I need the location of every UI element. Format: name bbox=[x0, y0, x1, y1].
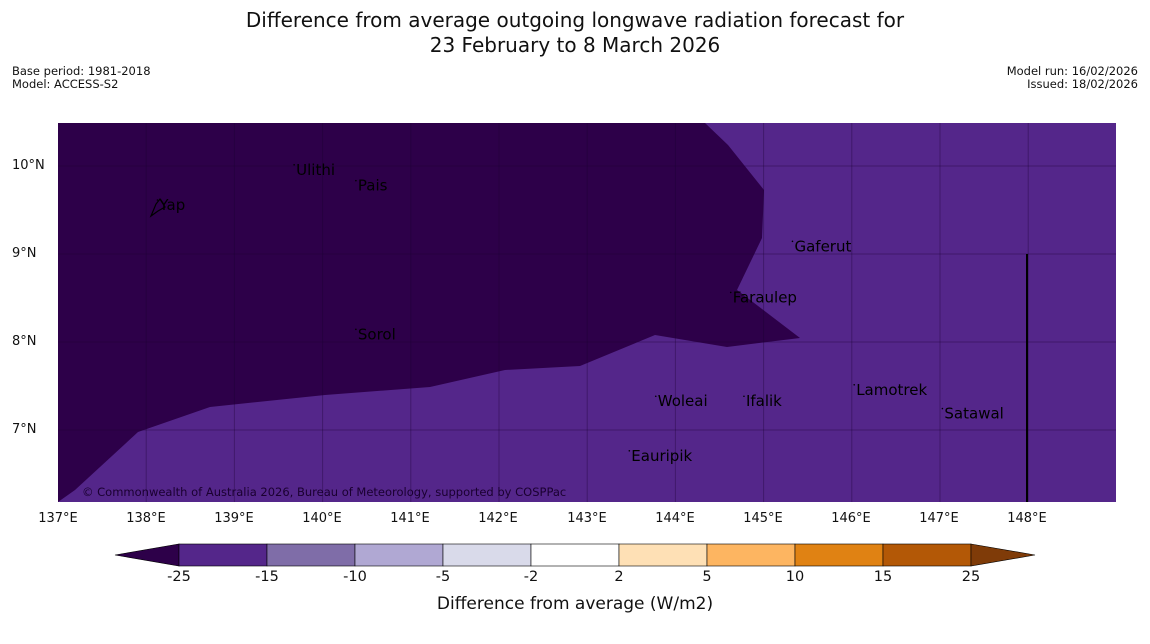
copyright-text: © Commonwealth of Australia 2026, Bureau… bbox=[82, 485, 566, 499]
colorbar-extend-low bbox=[114, 543, 180, 567]
place-labels: Ulithi Pais Yap Gaferut Faraulep Sorol Woleai I… bbox=[156, 161, 1004, 465]
issued-date: Issued: 18/02/2026 bbox=[1027, 77, 1138, 91]
place-label: Yap bbox=[158, 196, 185, 214]
place-label: Lamotrek bbox=[856, 381, 927, 399]
place-label: Pais bbox=[358, 177, 388, 195]
colorbar-tick: -15 bbox=[255, 569, 279, 585]
lon-label-148: 148°E bbox=[1007, 511, 1047, 526]
place-marker bbox=[355, 179, 357, 182]
map-title: Difference from average outgoing longwav… bbox=[0, 8, 1150, 58]
place-label: Eauripik bbox=[631, 447, 692, 465]
place-marker bbox=[628, 450, 631, 452]
lat-label-9: 9°N bbox=[12, 246, 37, 261]
base-period: Base period: 1981-2018 bbox=[12, 64, 151, 78]
model-name: Model: ACCESS-S2 bbox=[12, 77, 119, 91]
colorbar-tick: -5 bbox=[435, 569, 451, 585]
lon-label-147: 147°E bbox=[919, 511, 959, 526]
place-marker bbox=[791, 240, 794, 243]
place-label: Faraulep bbox=[733, 288, 797, 306]
place-marker bbox=[355, 328, 357, 331]
place-marker bbox=[853, 384, 856, 386]
colorbar-swatch bbox=[794, 543, 884, 567]
lon-label-143: 143°E bbox=[567, 511, 607, 526]
place-label: Satawal bbox=[944, 405, 1003, 423]
title-line-2: 23 February to 8 March 2026 bbox=[429, 33, 721, 57]
colorbar-tick: 5 bbox=[702, 569, 712, 585]
lon-label-146: 146°E bbox=[831, 511, 871, 526]
colorbar-swatch bbox=[706, 543, 796, 567]
colorbar-tick: 15 bbox=[873, 569, 893, 585]
lon-label-137: 137°E bbox=[38, 511, 78, 526]
colorbar-swatch bbox=[354, 543, 444, 567]
lon-label-145: 145°E bbox=[743, 511, 783, 526]
meta-right: Model run: 16/02/2026 Issued: 18/02/2026 bbox=[1007, 65, 1138, 91]
colorbar-tick: -25 bbox=[167, 569, 191, 585]
place-label: Gaferut bbox=[794, 237, 851, 255]
lon-label-140: 140°E bbox=[302, 511, 342, 526]
graticule bbox=[58, 123, 1116, 502]
colorbar-swatch bbox=[618, 543, 708, 567]
model-run: Model run: 16/02/2026 bbox=[1006, 64, 1138, 78]
colorbar bbox=[114, 543, 1036, 567]
lat-label-8: 8°N bbox=[12, 334, 37, 349]
colorbar-tick: -10 bbox=[343, 569, 367, 585]
place-label: Ulithi bbox=[296, 161, 335, 179]
lon-label-141: 141°E bbox=[390, 511, 430, 526]
colorbar-swatch bbox=[882, 543, 972, 567]
strong-negative-region bbox=[58, 123, 800, 502]
colorbar-swatch bbox=[266, 543, 356, 567]
place-marker bbox=[941, 407, 944, 410]
lon-label-138: 138°E bbox=[126, 511, 166, 526]
lon-label-142: 142°E bbox=[478, 511, 518, 526]
title-line-1: Difference from average outgoing longwav… bbox=[245, 8, 905, 32]
place-label: Woleai bbox=[658, 392, 708, 410]
colorbar-swatch bbox=[178, 543, 268, 567]
colorbar-tick: -2 bbox=[523, 569, 539, 585]
place-label: Sorol bbox=[358, 325, 396, 343]
colorbar-tick: 2 bbox=[614, 569, 624, 585]
lat-label-10: 10°N bbox=[12, 158, 45, 173]
lon-label-139: 139°E bbox=[214, 511, 254, 526]
place-marker bbox=[743, 395, 745, 398]
colorbar-title: Difference from average (W/m2) bbox=[436, 594, 714, 614]
colorbar-swatch bbox=[530, 543, 620, 567]
place-marker bbox=[293, 164, 295, 166]
colorbar-tick: 10 bbox=[785, 569, 805, 585]
lon-label-144: 144°E bbox=[655, 511, 695, 526]
yap-island bbox=[149, 197, 166, 218]
place-marker bbox=[156, 199, 159, 201]
place-marker bbox=[729, 291, 732, 294]
place-label: Ifalik bbox=[746, 392, 782, 410]
colorbar-swatch bbox=[442, 543, 532, 567]
lat-label-7: 7°N bbox=[12, 422, 37, 437]
meta-left: Base period: 1981-2018 Model: ACCESS-S2 bbox=[12, 65, 151, 91]
colorbar-tick: 25 bbox=[961, 569, 981, 585]
place-marker bbox=[654, 395, 657, 398]
colorbar-extend-high bbox=[970, 543, 1036, 567]
